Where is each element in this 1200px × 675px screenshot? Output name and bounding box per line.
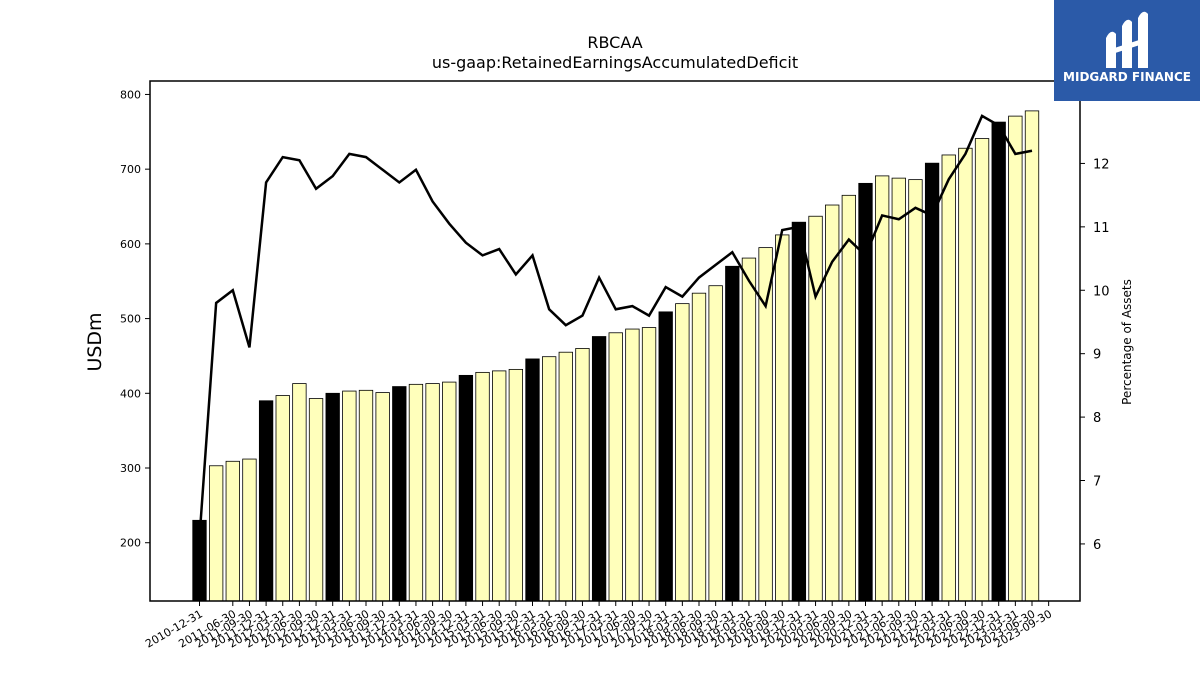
bar <box>508 368 524 602</box>
chart-title: RBCAA <box>587 33 642 52</box>
y-tick-label: 500 <box>120 313 141 326</box>
bar <box>492 370 507 602</box>
y-tick-label: 800 <box>120 88 141 101</box>
y-right-tick-label: 8 <box>1093 411 1101 426</box>
bar <box>991 121 1006 602</box>
bar <box>841 194 856 602</box>
bar <box>741 257 757 602</box>
x-axis: 2010-12-312011-06-302011-09-302011-12-31… <box>143 601 1054 651</box>
bars-group <box>192 110 1040 602</box>
bar <box>725 265 740 602</box>
bar <box>325 392 340 602</box>
y-axis-right: 6 7 8 9 10 11 12 <box>1080 157 1110 553</box>
bar <box>641 327 657 602</box>
bar <box>308 398 324 602</box>
bar <box>558 351 573 602</box>
y-tick-label: 200 <box>120 537 141 550</box>
chart-subtitle: us-gaap:RetainedEarningsAccumulatedDefic… <box>432 53 798 72</box>
y-right-tick-label: 7 <box>1093 475 1101 490</box>
bar <box>958 147 973 602</box>
bar <box>425 383 440 602</box>
y-right-tick-label: 9 <box>1093 348 1101 363</box>
bar <box>908 179 923 602</box>
y-axis-left: 200 300 400 500 600 700 800 <box>120 88 150 550</box>
y-axis-label: USDm <box>84 312 106 371</box>
bar <box>875 175 890 602</box>
bar <box>658 311 673 602</box>
bar <box>542 356 557 602</box>
bar <box>1024 110 1040 602</box>
brand-logo: MIDGARD FINANCE <box>1054 0 1200 101</box>
plot-frame <box>149 80 1081 602</box>
bar <box>208 465 224 602</box>
bar <box>458 374 474 602</box>
y-tick-label: 700 <box>120 163 141 176</box>
bar <box>342 390 357 602</box>
y-axis-label-right: Percentage of Assets <box>1120 279 1134 405</box>
bar <box>625 328 640 602</box>
y-tick-label: 400 <box>120 387 141 400</box>
bar <box>358 389 374 602</box>
bar <box>292 383 307 602</box>
bar <box>525 358 540 602</box>
bar <box>608 332 623 602</box>
bar <box>791 221 807 602</box>
brand-name: MIDGARD FINANCE <box>1063 70 1191 84</box>
bar <box>242 458 257 602</box>
bar <box>775 234 790 602</box>
y-right-tick-label: 6 <box>1093 538 1101 553</box>
bar <box>258 400 274 602</box>
bar <box>225 460 240 602</box>
y-tick-label: 600 <box>120 238 141 251</box>
bar <box>575 348 590 602</box>
bar <box>275 395 290 602</box>
bar <box>1008 115 1023 602</box>
bar <box>392 386 407 602</box>
pct-of-assets-line <box>198 114 1033 538</box>
bar <box>475 371 490 602</box>
bar <box>891 177 906 602</box>
bar <box>691 292 707 602</box>
bar <box>408 383 424 602</box>
bar <box>442 381 457 602</box>
bar <box>974 138 990 602</box>
y-right-tick-label: 12 <box>1093 157 1110 172</box>
bar <box>675 303 690 602</box>
bar <box>708 285 723 602</box>
y-right-tick-label: 11 <box>1093 221 1110 236</box>
bar <box>941 154 956 602</box>
bar <box>375 392 390 602</box>
bar <box>924 162 940 602</box>
brand-mark-icon <box>1106 11 1148 68</box>
y-tick-label: 300 <box>120 462 141 475</box>
bar <box>591 336 607 602</box>
y-right-tick-label: 10 <box>1093 284 1110 299</box>
